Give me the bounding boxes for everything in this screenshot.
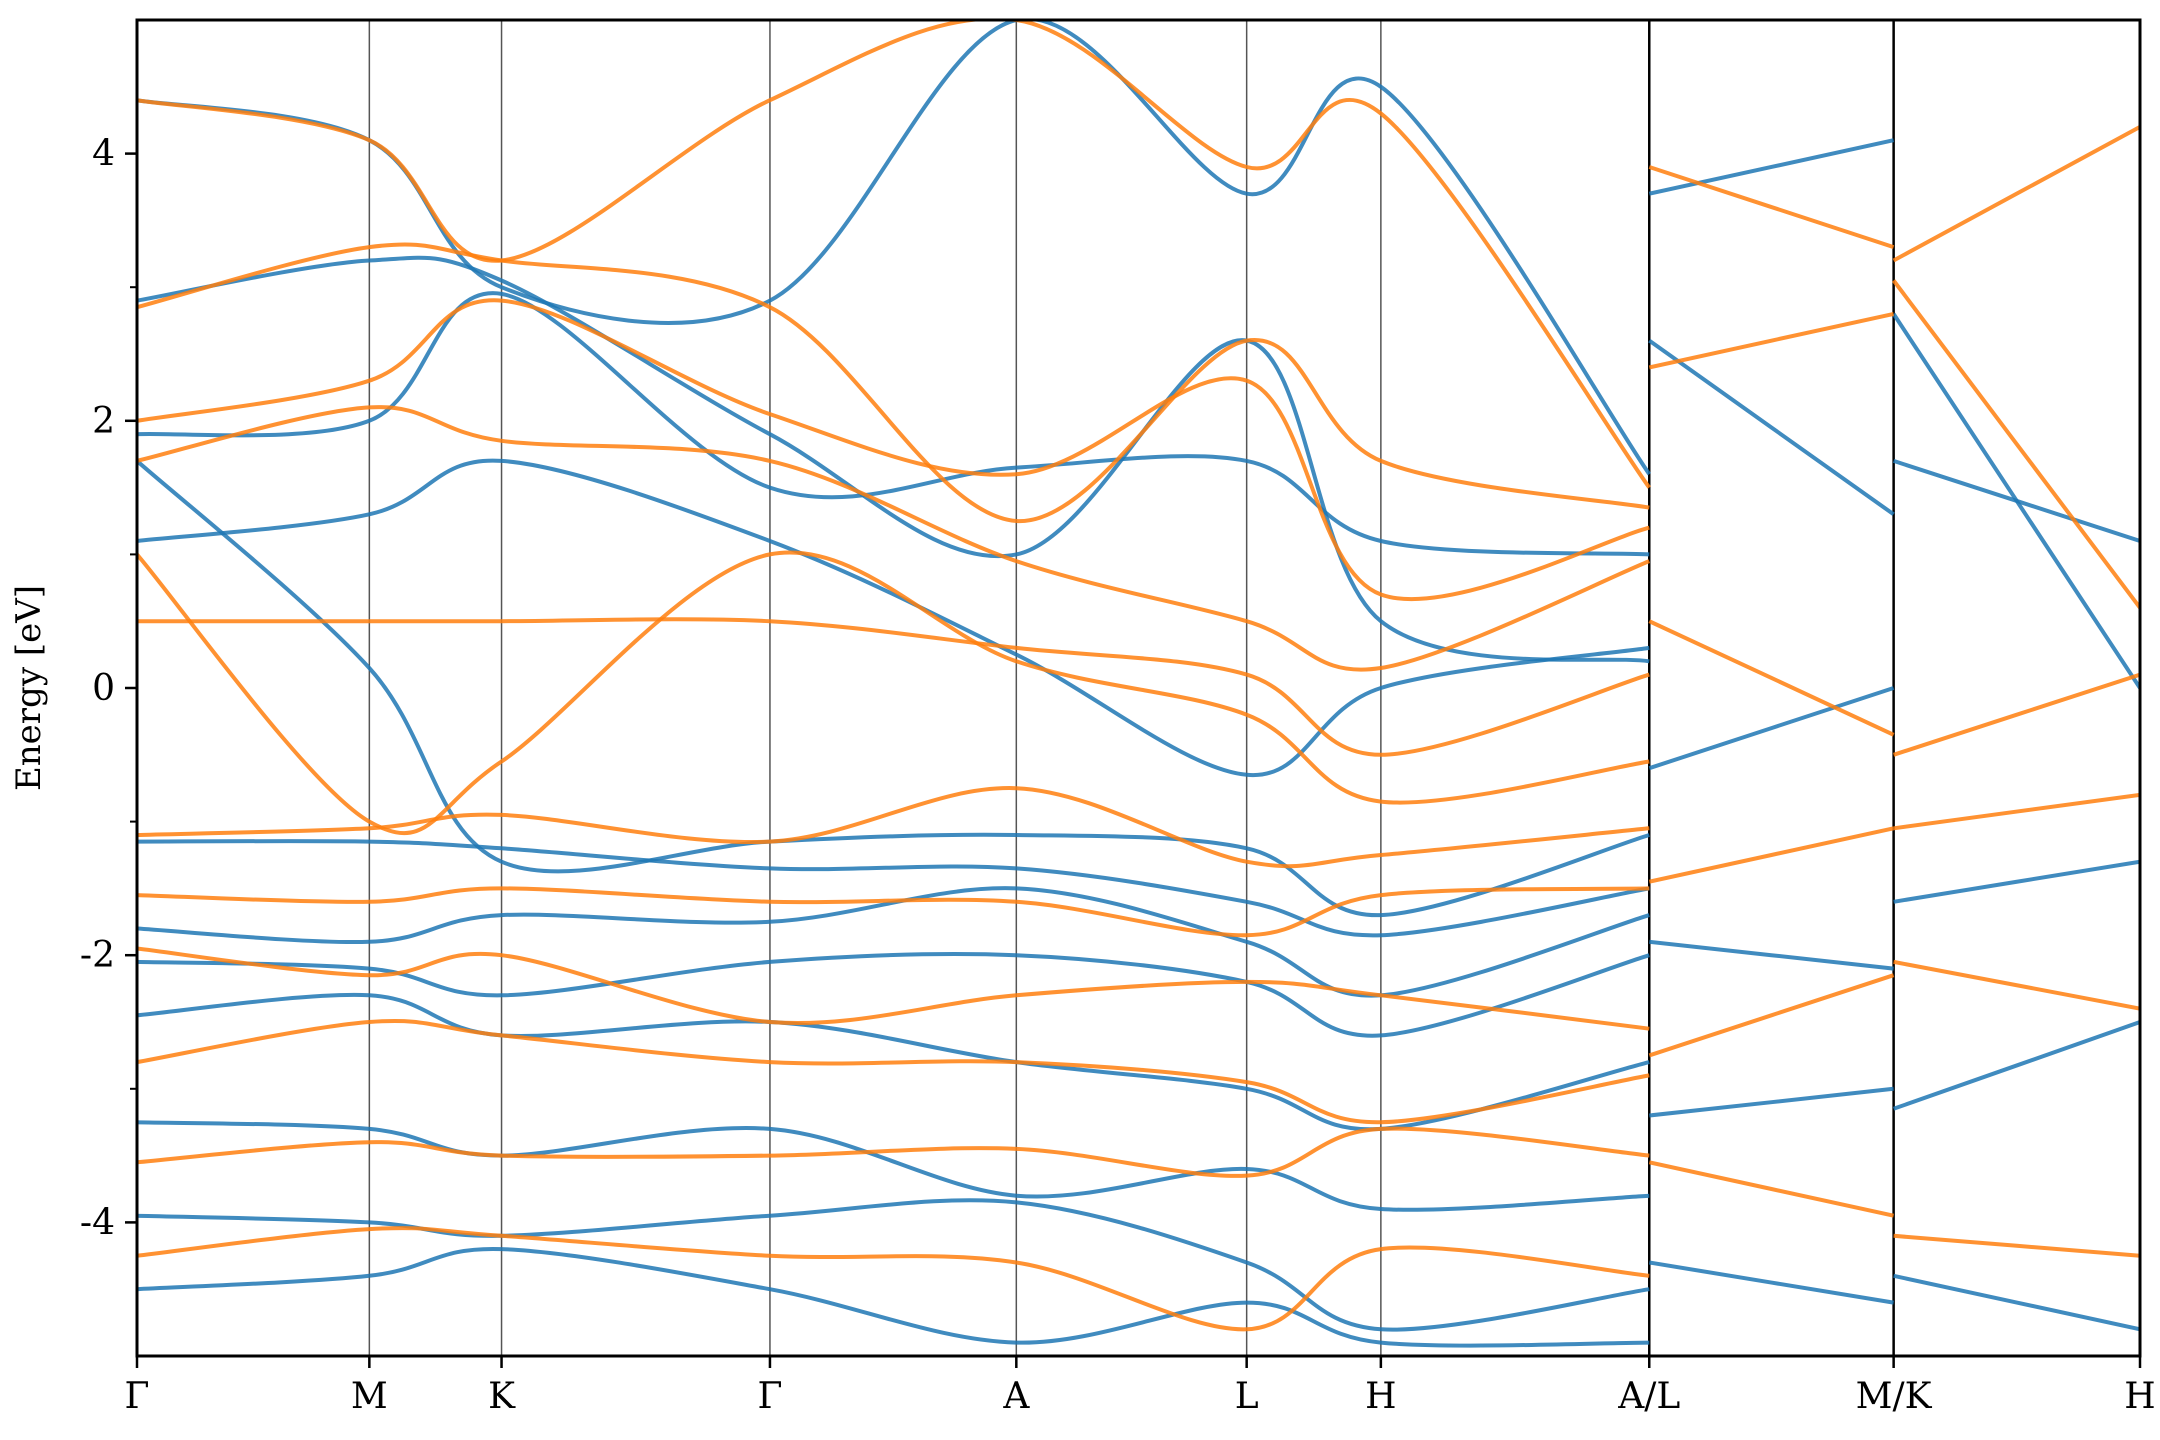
band-line-series-1 (1892, 458, 2140, 543)
band-line-series-2 (137, 1226, 1650, 1332)
band-lines (137, 20, 2140, 1348)
band-line-series-1 (1649, 1086, 1894, 1118)
x-tick-label: M (351, 1376, 388, 1417)
band-line-series-2 (137, 786, 1650, 869)
band-line-series-2 (1648, 1160, 1895, 1218)
band-line-series-1 (137, 459, 1650, 918)
band-line-series-2 (1648, 619, 1895, 737)
band-line-series-2 (137, 1126, 1650, 1178)
band-line-series-2 (1648, 973, 1895, 1058)
x-tick-label: L (1235, 1376, 1259, 1417)
band-line-series-1 (1648, 138, 1895, 196)
y-tick-label: -2 (80, 935, 115, 976)
x-tick-label: A/L (1617, 1376, 1680, 1417)
band-line-series-2 (137, 242, 1650, 524)
band-line-series-2 (1648, 311, 1895, 370)
band-line-series-2 (1648, 165, 1895, 250)
x-tick-label: K (488, 1376, 516, 1417)
y-tick-label: 0 (92, 668, 115, 709)
band-line-series-1 (137, 1247, 1650, 1348)
band-line-series-1 (137, 839, 1650, 938)
band-line-series-2 (1893, 959, 2140, 1011)
x-axis-ticks: Γ M K Γ A L H A/L M/K H (125, 1356, 2156, 1417)
x-tick-label: Γ (125, 1376, 150, 1417)
band-line-series-2 (1648, 826, 1895, 884)
band-line-series-2 (1893, 792, 2140, 831)
band-line-series-2 (137, 405, 1651, 672)
band-line-series-2 (137, 1018, 1650, 1125)
band-line-series-2 (1892, 125, 2140, 263)
band-line-series-1 (137, 255, 1650, 664)
y-axis-ticks: -4 -2 0 2 4 (80, 134, 137, 1243)
band-line-series-1 (1648, 338, 1895, 516)
x-tick-label: H (2124, 1376, 2155, 1417)
band-line-series-1 (1893, 859, 2140, 904)
band-line-series-1 (1648, 1260, 1894, 1305)
band-line-series-1 (137, 1198, 1650, 1332)
band-line-series-2 (137, 946, 1650, 1031)
y-tick-label: 2 (92, 401, 115, 442)
band-line-series-1 (1649, 939, 1894, 971)
band-line-series-2 (1892, 672, 2140, 757)
band-line-series-1 (137, 1120, 1650, 1212)
y-tick-label: -4 (80, 1202, 115, 1243)
band-line-series-2 (1893, 1233, 2140, 1258)
band-line-series-2 (137, 550, 1650, 835)
band-line-series-1 (1892, 1020, 2140, 1111)
y-tick-label: 4 (92, 134, 115, 175)
x-tick-label: Γ (757, 1376, 782, 1417)
band-line-series-1 (137, 951, 1650, 1038)
band-line-series-1 (1893, 1273, 2140, 1332)
x-tick-label: M/K (1856, 1376, 1933, 1417)
band-line-series-1 (1648, 686, 1895, 771)
band-line-series-2 (137, 886, 1650, 938)
band-line-series-2 (137, 617, 1650, 757)
x-tick-label: H (1365, 1376, 1396, 1417)
x-tick-label: A (1002, 1376, 1030, 1417)
y-axis-label: Energy [eV] (9, 585, 49, 791)
band-line-series-2 (137, 298, 1650, 602)
band-line-series-2 (1892, 279, 2140, 610)
band-line-series-2 (137, 20, 1651, 489)
